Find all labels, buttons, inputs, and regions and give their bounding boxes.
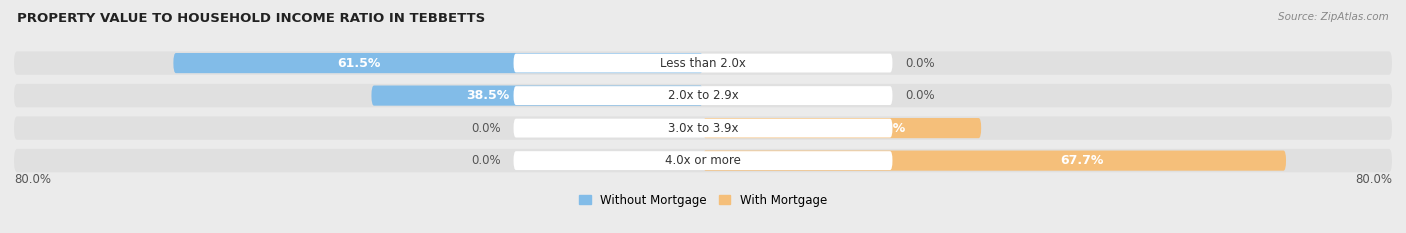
- FancyBboxPatch shape: [371, 86, 703, 106]
- FancyBboxPatch shape: [703, 151, 1286, 171]
- FancyBboxPatch shape: [513, 54, 893, 72]
- Legend: Without Mortgage, With Mortgage: Without Mortgage, With Mortgage: [579, 194, 827, 207]
- Text: 61.5%: 61.5%: [337, 57, 381, 70]
- Text: PROPERTY VALUE TO HOUSEHOLD INCOME RATIO IN TEBBETTS: PROPERTY VALUE TO HOUSEHOLD INCOME RATIO…: [17, 12, 485, 25]
- FancyBboxPatch shape: [14, 116, 1392, 140]
- FancyBboxPatch shape: [513, 119, 893, 137]
- Text: 80.0%: 80.0%: [1355, 173, 1392, 186]
- Text: 0.0%: 0.0%: [905, 57, 935, 70]
- Text: 3.0x to 3.9x: 3.0x to 3.9x: [668, 122, 738, 135]
- FancyBboxPatch shape: [14, 149, 1392, 172]
- FancyBboxPatch shape: [513, 151, 893, 170]
- Text: 0.0%: 0.0%: [905, 89, 935, 102]
- Text: 32.3%: 32.3%: [862, 122, 905, 135]
- Text: 0.0%: 0.0%: [471, 122, 501, 135]
- FancyBboxPatch shape: [14, 84, 1392, 107]
- Text: Source: ZipAtlas.com: Source: ZipAtlas.com: [1278, 12, 1389, 22]
- Text: 2.0x to 2.9x: 2.0x to 2.9x: [668, 89, 738, 102]
- Text: 0.0%: 0.0%: [471, 154, 501, 167]
- Text: 67.7%: 67.7%: [1060, 154, 1104, 167]
- Text: Less than 2.0x: Less than 2.0x: [659, 57, 747, 70]
- Text: 4.0x or more: 4.0x or more: [665, 154, 741, 167]
- FancyBboxPatch shape: [513, 86, 893, 105]
- Text: 38.5%: 38.5%: [465, 89, 509, 102]
- FancyBboxPatch shape: [703, 118, 981, 138]
- FancyBboxPatch shape: [173, 53, 703, 73]
- Text: 80.0%: 80.0%: [14, 173, 51, 186]
- FancyBboxPatch shape: [14, 51, 1392, 75]
